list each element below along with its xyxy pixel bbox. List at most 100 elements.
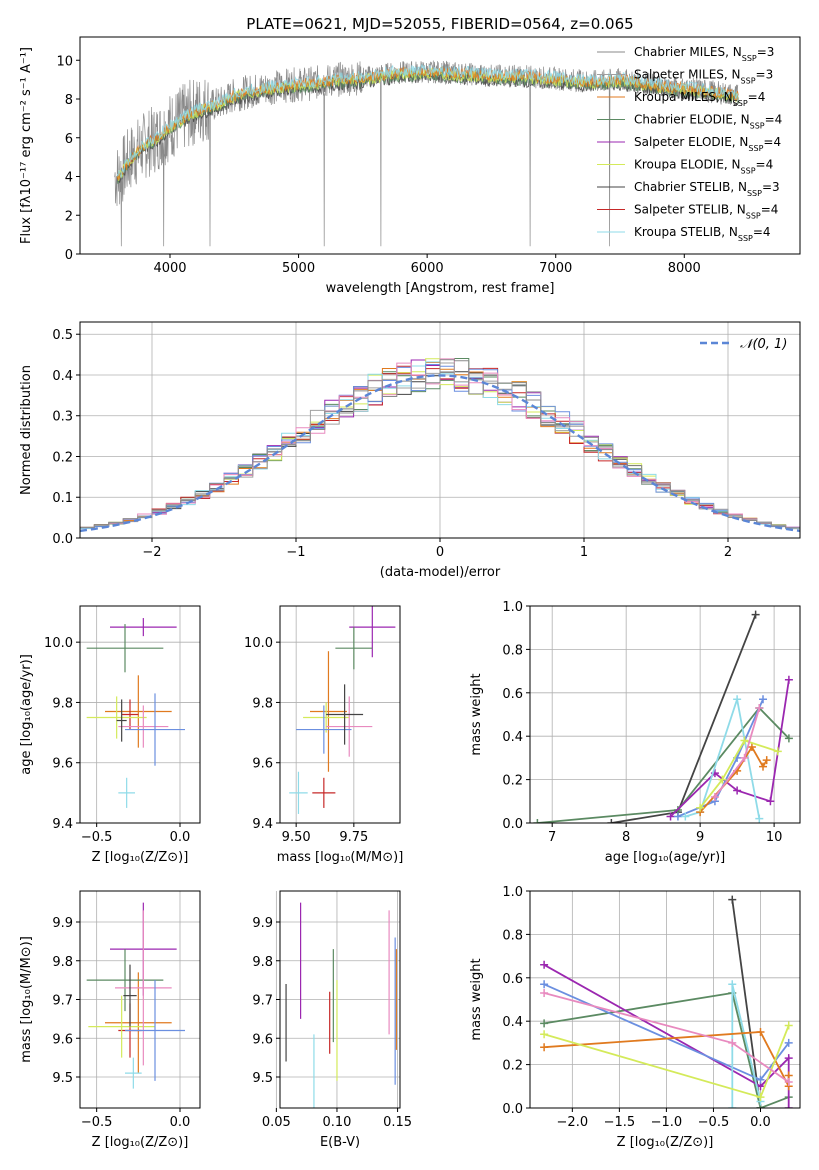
spectrum-legend: Chabrier MILES, NSSP=3 Salpeter MILES, NS…	[597, 45, 782, 243]
weight-point-marker	[728, 1104, 737, 1108]
x-tick-label: 0.0	[750, 1115, 771, 1130]
y-tick-label: 0.4	[502, 730, 523, 745]
weight-series-line	[543, 991, 790, 1108]
weight-point-marker	[751, 610, 760, 619]
weight-point-marker	[673, 812, 682, 821]
weight_vs_Z-marks	[540, 895, 793, 1108]
legend-entry: Chabrier ELODIE, NSSP=4	[634, 113, 782, 131]
weight-point-marker	[666, 812, 675, 821]
mass_vs_EBV-frame: 0.05 0.10 0.15 9.5 9.6 9.7 9.8 9.9 E(B-V)	[252, 890, 412, 1150]
spectrum-marks	[114, 60, 739, 247]
residuals-panel: −2 −1 0 1 2 0.0 0.1 0.2 0.3 0.4 0.5 (data-model)/er…	[19, 321, 801, 580]
weight-point-marker	[755, 814, 764, 823]
axes-frame	[79, 36, 801, 255]
figure-title: PLATE=0621, MJD=52055, FIBERID=0564, z=0…	[246, 15, 633, 33]
x-tick-label: −1	[286, 545, 305, 560]
y-tick-label: 2	[65, 209, 73, 224]
y-tick-label: 1.0	[502, 600, 523, 615]
weight_vs_Z-panel: −2.0 −1.5 −1.0 −0.5 0.0 0.0 0.2 0.4 0.6 0.8 1.0 Z […	[469, 885, 801, 1150]
weight-point-marker	[784, 734, 793, 743]
y-tick-label: 0.0	[502, 817, 523, 832]
y-tick-label: 0.4	[52, 369, 73, 384]
weight-series-line	[699, 739, 779, 809]
weight-point-marker	[540, 980, 549, 989]
y-tick-label: 10.0	[244, 636, 273, 651]
weight-series-line	[611, 614, 757, 823]
legend-entry: Kroupa ELODIE, NSSP=4	[634, 158, 773, 176]
y-tick-label: 0.6	[502, 972, 523, 987]
x-axis-label: Z [log₁₀(Z/Z⊙)]	[92, 850, 189, 865]
x-tick-label: 0.05	[262, 1115, 291, 1130]
histogram-series	[80, 359, 800, 529]
age_vs_Z-panel: −0.5 0.0 9.4 9.6 9.8 10.0 Z [log₁₀(Z/Z⊙)] age […	[19, 605, 201, 865]
mass_vs_Z-frame: −0.5 0.0 9.5 9.6 9.7 9.8 9.9 Z [log₁₀(Z/Z⊙)] mas…	[19, 890, 201, 1150]
weight-point-marker	[784, 675, 793, 684]
weight-point-marker	[718, 775, 727, 784]
x-axis-label: wavelength [Angstrom, rest frame]	[326, 281, 555, 296]
x-tick-label: −1.0	[651, 1115, 683, 1130]
x-tick-label: 2	[724, 545, 732, 560]
weight-point-marker	[784, 1077, 793, 1086]
weight-point-marker	[540, 960, 549, 969]
weight-point-marker	[762, 756, 771, 765]
legend-entry: Salpeter MILES, NSSP=3	[634, 68, 773, 86]
legend-entry: 𝒩(0, 1)	[740, 337, 787, 352]
weight-point-marker	[784, 1021, 793, 1030]
y-tick-label: 0.8	[502, 643, 523, 658]
age_vs_mass-marks	[289, 606, 396, 814]
y-tick-label: 9.7	[252, 994, 273, 1009]
weight-point-marker	[540, 1030, 549, 1039]
weight-point-marker	[740, 753, 749, 762]
y-axis-label: Flux [fλ10⁻¹⁷ erg cm⁻² s⁻¹ A⁻¹]	[19, 47, 34, 244]
weight-point-marker	[784, 1054, 793, 1063]
axes-frame	[529, 890, 801, 1109]
age_vs_mass-panel: 9.50 9.75 9.4 9.6 9.8 10.0 mass [log₁₀(M/M⊙)]	[244, 605, 403, 865]
y-tick-label: 9.6	[52, 1032, 73, 1047]
y-tick-label: 9.8	[252, 955, 273, 970]
x-tick-label: 7000	[539, 261, 572, 276]
weight-point-marker	[681, 812, 690, 821]
legend-entry: Chabrier MILES, NSSP=3	[634, 45, 774, 63]
legend-entry: Salpeter STELIB, NSSP=4	[634, 203, 778, 221]
y-tick-label: 9.4	[52, 817, 73, 832]
x-tick-label: 1	[580, 545, 588, 560]
x-tick-label: 8	[622, 830, 630, 845]
y-tick-label: 9.9	[252, 916, 273, 931]
x-tick-label: 10	[766, 830, 783, 845]
weight_vs_Z-frame: −2.0 −1.5 −1.0 −0.5 0.0 0.0 0.2 0.4 0.6 0.8 1.0 Z […	[469, 885, 801, 1150]
weight-point-marker	[733, 695, 742, 704]
y-tick-label: 8	[65, 93, 73, 108]
legend-entry: Salpeter ELODIE, NSSP=4	[634, 135, 781, 153]
y-tick-label: 9.5	[252, 1071, 273, 1086]
x-tick-label: 7	[548, 830, 556, 845]
y-axis-label: mass [log₁₀(M/M⊙)]	[19, 936, 34, 1063]
weight_vs_age-frame: 7 8 9 10 0.0 0.2 0.4 0.6 0.8 1.0 age [log₁₀(age/yr…	[469, 600, 801, 865]
y-tick-label: 0.2	[502, 774, 523, 789]
x-axis-label: Z [log₁₀(Z/Z⊙)]	[617, 1135, 714, 1150]
weight-point-marker	[540, 1043, 549, 1052]
y-tick-label: 0	[65, 248, 73, 263]
y-tick-label: 0.3	[52, 410, 73, 425]
weight-point-marker	[607, 819, 616, 823]
axes-frame	[79, 605, 201, 824]
y-tick-label: 0.2	[502, 1059, 523, 1074]
y-tick-label: 0.6	[502, 687, 523, 702]
mass_vs_Z-marks	[86, 902, 185, 1089]
x-tick-label: 0	[436, 545, 444, 560]
y-tick-label: 0.8	[502, 928, 523, 943]
mass_vs_EBV-marks	[285, 902, 397, 1108]
x-tick-label: 0.0	[170, 830, 191, 845]
weight-point-marker	[747, 743, 756, 752]
weight-point-marker	[740, 736, 749, 745]
x-tick-label: 9.50	[282, 830, 311, 845]
weight-series-line	[685, 699, 761, 819]
weight-point-marker	[728, 895, 737, 904]
x-axis-label: age [log₁₀(age/yr)]	[605, 850, 726, 865]
x-tick-label: 6000	[411, 261, 444, 276]
weight-series-line	[537, 706, 790, 823]
weight-point-marker	[759, 762, 768, 771]
y-tick-label: 0.5	[52, 328, 73, 343]
weight_vs_age-marks	[533, 610, 793, 823]
y-tick-label: 0.4	[502, 1015, 523, 1030]
